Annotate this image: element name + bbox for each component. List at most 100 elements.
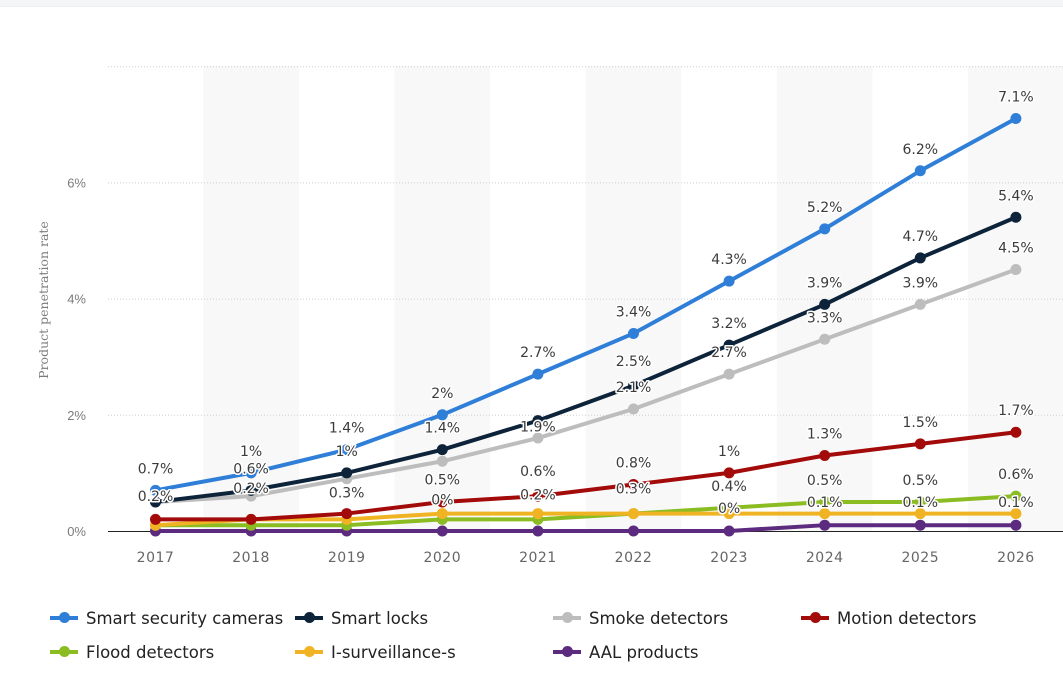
data-point — [723, 275, 735, 287]
data-label: 3.2% — [711, 316, 747, 332]
x-tick-label: 2022 — [615, 550, 653, 566]
data-point — [341, 444, 353, 456]
data-point — [628, 380, 639, 392]
data-label: 2.7% — [520, 345, 556, 361]
x-tick-label: 2020 — [423, 550, 461, 566]
data-label: 0.8% — [616, 456, 652, 472]
data-point — [341, 467, 353, 479]
y-tick-label: 0% — [67, 524, 86, 539]
legend-item-motion-detectors[interactable]: Motion detectors — [801, 606, 976, 630]
data-label: 3.3% — [807, 310, 843, 326]
data-point — [1010, 426, 1022, 438]
legend-marker-icon — [295, 646, 323, 658]
legend-label: Smoke detectors — [589, 608, 729, 628]
data-point — [150, 513, 161, 525]
data-point — [532, 415, 544, 427]
y-axis-ticks: 0% 2% 4% 6% — [67, 175, 86, 539]
legend-item-smoke-detectors[interactable]: Smoke detectors — [553, 606, 728, 630]
data-point — [914, 298, 926, 310]
data-label: 0% — [431, 492, 453, 508]
data-label: 3.9% — [807, 275, 843, 291]
data-label: 0.6% — [233, 461, 269, 477]
data-label: 0.2% — [138, 489, 174, 505]
data-label: 0.5% — [807, 473, 843, 489]
data-label: 1.3% — [807, 426, 843, 442]
data-point — [819, 333, 831, 345]
legend-label: AAL products — [589, 642, 699, 662]
data-label: 0.1% — [998, 495, 1034, 511]
data-point — [436, 508, 448, 520]
data-label: 2% — [431, 386, 453, 402]
legend-marker-icon — [50, 646, 78, 658]
data-point — [628, 327, 639, 339]
data-point — [1010, 490, 1022, 502]
data-label: 4.5% — [998, 241, 1034, 257]
data-label: 0.4% — [711, 479, 747, 495]
data-point — [245, 484, 257, 496]
legend-marker-icon — [50, 612, 78, 624]
series-motion-detectors — [150, 426, 1022, 525]
series-line — [153, 116, 1018, 493]
data-label: 4.7% — [903, 229, 939, 245]
data-point — [245, 467, 257, 479]
legend-marker-icon — [553, 612, 581, 624]
data-label: 0.6% — [520, 464, 556, 480]
data-label: 2.5% — [616, 354, 652, 370]
data-label: 4.3% — [711, 252, 747, 268]
data-label: 3.4% — [616, 304, 652, 320]
x-tick-label: 2024 — [806, 550, 844, 566]
x-tick-label: 2021 — [519, 550, 557, 566]
data-point — [914, 519, 926, 531]
data-label: 0.3% — [329, 486, 365, 502]
legend-marker-icon — [801, 612, 829, 624]
data-label: 1.5% — [903, 415, 939, 431]
legend-item-smart-locks[interactable]: Smart locks — [295, 606, 428, 630]
y-tick-label: 6% — [67, 175, 86, 190]
data-label: 0.1% — [807, 495, 843, 511]
legend-item-flood-detectors[interactable]: Flood detectors — [50, 640, 214, 664]
legend: Smart security cameras Smart locks Smoke… — [0, 600, 1063, 670]
data-point — [1010, 519, 1022, 531]
data-point — [914, 438, 926, 450]
data-point — [819, 449, 831, 461]
data-point — [819, 519, 831, 531]
x-tick-label: 2023 — [710, 550, 748, 566]
data-point — [436, 409, 448, 421]
line-chart: 0%2%4%6% Product penetration rate 2017 20… — [36, 66, 1063, 566]
series-line — [153, 430, 1018, 522]
data-point — [628, 525, 639, 537]
legend-label: I-surveillance-s — [331, 642, 456, 662]
series-line — [153, 511, 1018, 528]
data-point — [819, 298, 831, 310]
plot-band — [585, 66, 682, 531]
data-label: 0.5% — [425, 472, 461, 488]
data-label: 1% — [240, 444, 262, 460]
plot-band — [203, 66, 299, 531]
data-point — [436, 444, 448, 456]
legend-label: Motion detectors — [837, 608, 977, 628]
y-tick-label: 2% — [67, 408, 86, 423]
data-point — [914, 165, 926, 177]
data-label: 0.7% — [138, 461, 174, 477]
legend-item-i-surveillance-s[interactable]: I-surveillance-s — [295, 640, 456, 664]
data-point — [723, 339, 735, 351]
x-tick-label: 2025 — [901, 550, 939, 566]
data-point — [628, 479, 639, 491]
series-smart-security-cameras — [150, 112, 1022, 496]
data-point — [150, 484, 161, 496]
series-line — [153, 267, 1018, 504]
series-line — [153, 494, 1018, 528]
legend-item-aal-products[interactable]: AAL products — [553, 640, 699, 664]
data-point — [436, 496, 448, 508]
legend-marker-icon — [295, 612, 323, 624]
data-label: 0.5% — [903, 473, 939, 489]
x-tick-label: 2018 — [232, 550, 270, 566]
legend-label: Flood detectors — [86, 642, 215, 662]
data-label: 1.9% — [520, 420, 556, 436]
data-label: 0.3% — [616, 482, 652, 498]
x-tick-label: 2019 — [328, 550, 366, 566]
data-point — [723, 525, 735, 537]
legend-item-smart-security-cameras[interactable]: Smart security cameras — [50, 606, 283, 630]
series-line — [153, 215, 1018, 504]
data-label: 5.2% — [807, 200, 843, 216]
